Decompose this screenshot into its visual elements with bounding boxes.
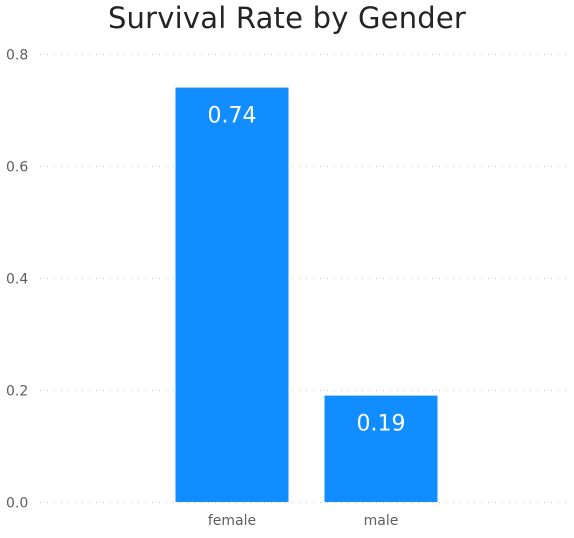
data-label-female: 0.74 bbox=[208, 104, 257, 129]
y-tick-label: 0.6 bbox=[6, 160, 28, 176]
y-tick-label: 0.0 bbox=[6, 496, 28, 512]
x-category-label: male bbox=[364, 513, 399, 529]
y-tick-label: 0.4 bbox=[6, 272, 28, 288]
gridlines bbox=[40, 54, 570, 503]
y-tick-label: 0.2 bbox=[6, 384, 28, 400]
x-axis-category-labels: female male bbox=[208, 513, 399, 529]
data-label-male: 0.19 bbox=[357, 412, 406, 437]
x-category-label: female bbox=[208, 513, 256, 529]
y-tick-label: 0.8 bbox=[6, 48, 28, 64]
bar-male[interactable] bbox=[324, 395, 438, 502]
bars bbox=[175, 87, 438, 502]
data-labels: 0.74 0.19 bbox=[208, 104, 406, 437]
bar-female[interactable] bbox=[175, 87, 289, 502]
y-axis-tick-labels: 0.0 0.2 0.4 0.6 0.8 bbox=[6, 48, 28, 512]
chart-title: Survival Rate by Gender bbox=[107, 1, 467, 35]
